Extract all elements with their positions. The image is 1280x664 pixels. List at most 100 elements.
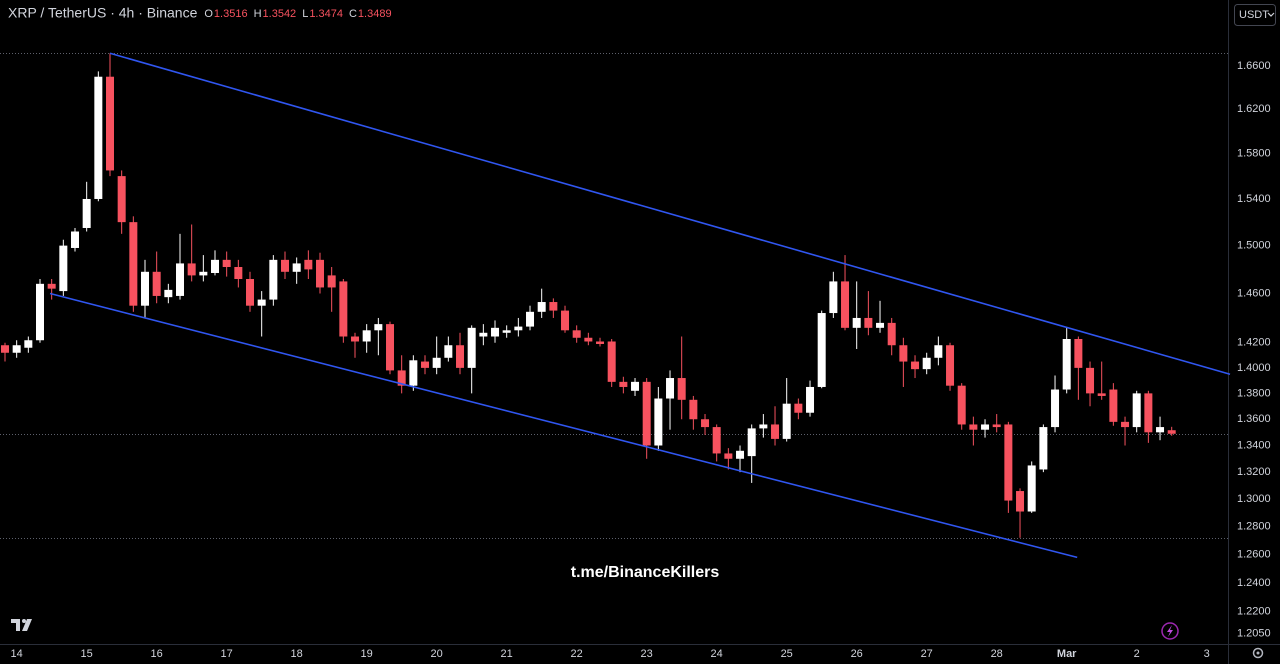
lightning-icon[interactable] bbox=[1167, 625, 1173, 637]
candle-body bbox=[479, 332, 488, 337]
x-tick-label: Mar bbox=[1057, 648, 1077, 660]
candle-body bbox=[327, 275, 336, 288]
ohlc-value: 1.3489 bbox=[358, 8, 392, 20]
candle-body bbox=[1074, 338, 1083, 368]
tv-logo bbox=[11, 619, 32, 631]
candle-body bbox=[421, 361, 430, 368]
candle-body bbox=[246, 279, 255, 306]
header: XRP / TetherUS · 4h · Binance O 1.3516 H 1.3… bbox=[8, 5, 392, 21]
candle-body bbox=[876, 322, 885, 328]
candle-body bbox=[234, 267, 243, 280]
currency-label[interactable]: USDT bbox=[1239, 9, 1269, 21]
candle-body bbox=[899, 345, 908, 362]
candle-body bbox=[362, 330, 371, 342]
candle-body bbox=[456, 345, 465, 368]
ohlc-label: H bbox=[254, 8, 262, 20]
candle-body bbox=[864, 317, 873, 328]
candle-body bbox=[211, 259, 220, 273]
candle-body bbox=[129, 222, 138, 306]
candle-body bbox=[689, 399, 698, 420]
candle-body bbox=[724, 453, 733, 459]
candle-body bbox=[1039, 427, 1048, 470]
settings-button[interactable] bbox=[1252, 647, 1264, 659]
candle-body bbox=[957, 385, 966, 425]
candle-body bbox=[1167, 430, 1176, 434]
logo-part bbox=[11, 619, 20, 631]
candle-body bbox=[677, 378, 686, 400]
candle-body bbox=[409, 360, 418, 386]
candle-body bbox=[444, 345, 453, 358]
candle-body bbox=[561, 310, 570, 331]
x-tick-label: 27 bbox=[921, 648, 933, 660]
candle-body bbox=[829, 281, 838, 314]
candle-body bbox=[59, 245, 68, 292]
candle-body bbox=[701, 419, 710, 428]
candle-body bbox=[304, 259, 313, 270]
y-tick-label: 1.4000 bbox=[1237, 362, 1271, 374]
lightning-ring[interactable] bbox=[1161, 622, 1179, 640]
x-tick-label: 28 bbox=[991, 648, 1003, 660]
candle-body bbox=[199, 271, 208, 276]
candle-body bbox=[1156, 427, 1165, 433]
y-tick-label: 1.4600 bbox=[1237, 287, 1271, 299]
x-tick-label: 15 bbox=[81, 648, 93, 660]
currency-button[interactable]: USDT bbox=[1234, 4, 1276, 26]
candle-body bbox=[152, 271, 161, 296]
candle-body bbox=[374, 324, 383, 331]
candle-body bbox=[397, 370, 406, 386]
y-tick-label: 1.6600 bbox=[1237, 60, 1271, 72]
x-tick-label: 25 bbox=[781, 648, 793, 660]
candle-body bbox=[36, 283, 45, 341]
candle-body bbox=[257, 299, 266, 306]
candle-body bbox=[969, 424, 978, 430]
x-tick-label: 3 bbox=[1204, 648, 1210, 660]
gear-icon[interactable] bbox=[1252, 647, 1264, 659]
candle-body bbox=[631, 381, 640, 391]
lightning-button[interactable] bbox=[1161, 622, 1179, 640]
y-tick-label: 1.3800 bbox=[1237, 387, 1271, 399]
candle-body bbox=[164, 289, 173, 298]
y-tick-label: 1.2600 bbox=[1237, 548, 1271, 560]
candle-body bbox=[1062, 338, 1071, 390]
ohlc-value: 1.3474 bbox=[309, 8, 343, 20]
candle-body bbox=[141, 271, 150, 306]
gear-center[interactable] bbox=[1256, 651, 1260, 655]
currency-button-frame[interactable] bbox=[1234, 4, 1276, 26]
candle-body bbox=[12, 345, 21, 353]
chart-title: XRP / TetherUS · 4h · Binance bbox=[8, 5, 198, 21]
candle-body bbox=[1097, 393, 1106, 396]
candle-body bbox=[841, 281, 850, 328]
y-tick-label: 1.5400 bbox=[1237, 193, 1271, 205]
candle-body bbox=[292, 263, 301, 272]
candle-body bbox=[339, 281, 348, 337]
candle-body bbox=[712, 427, 721, 454]
x-tick-label: 19 bbox=[361, 648, 373, 660]
candle-body bbox=[572, 330, 581, 338]
candle-body bbox=[222, 259, 231, 268]
candle-body bbox=[782, 403, 791, 439]
candle-body bbox=[1144, 393, 1153, 433]
ohlc-label: C bbox=[349, 8, 357, 20]
dropdown-arrow[interactable] bbox=[1267, 12, 1275, 17]
y-tick-label: 1.3200 bbox=[1237, 466, 1271, 478]
candle-body bbox=[526, 311, 535, 327]
x-tick-label: 22 bbox=[571, 648, 583, 660]
y-tick-label: 1.2050 bbox=[1237, 628, 1271, 640]
candle-body bbox=[1, 345, 9, 353]
y-tick-label: 1.4200 bbox=[1237, 337, 1271, 349]
trendline bbox=[49, 292, 1078, 559]
candle-body bbox=[386, 324, 395, 371]
ohlc-label: O bbox=[204, 8, 213, 20]
ohlc-value: 1.3542 bbox=[263, 8, 297, 20]
candle-body bbox=[1016, 491, 1025, 512]
y-tick-label: 1.5800 bbox=[1237, 147, 1271, 159]
candle-body bbox=[887, 322, 896, 346]
x-tick-label: 20 bbox=[431, 648, 443, 660]
y-tick-label: 1.3000 bbox=[1237, 493, 1271, 505]
candle-body bbox=[911, 361, 920, 370]
candle-body bbox=[747, 428, 756, 457]
candle-body bbox=[316, 259, 325, 288]
ohlc-label: L bbox=[302, 8, 308, 20]
x-tick-label: 16 bbox=[151, 648, 163, 660]
